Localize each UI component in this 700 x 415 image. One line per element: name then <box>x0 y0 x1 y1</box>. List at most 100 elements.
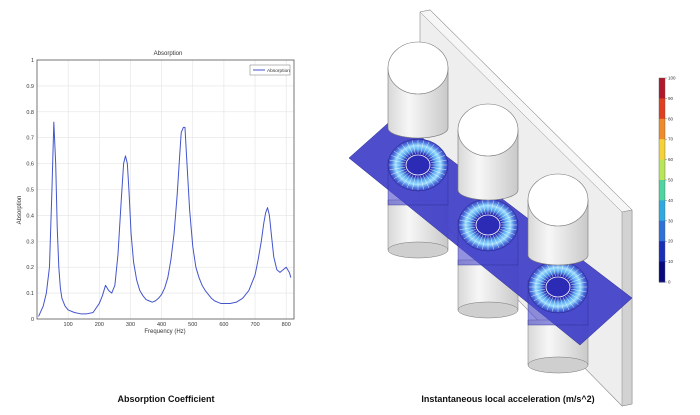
ring-spoke <box>541 295 551 308</box>
y-tick-label: 0.2 <box>26 265 34 271</box>
y-tick-label: 0.5 <box>26 188 34 194</box>
legend-box <box>249 64 291 76</box>
ring-spoke <box>565 295 575 308</box>
ring-spoke <box>420 175 424 190</box>
cylinder-2-upper <box>457 103 519 201</box>
x-axis-label: Frequency (Hz) <box>144 329 185 335</box>
colorbar-tick-label: 90 <box>668 96 674 101</box>
ring-spoke <box>391 155 407 162</box>
ring-spoke <box>476 235 484 249</box>
ring-spoke <box>546 297 554 311</box>
colorbar-segment <box>659 139 665 161</box>
ring-spoke <box>490 200 494 215</box>
colorbar-tick-label: 80 <box>668 116 674 121</box>
ring-spoke <box>463 230 478 240</box>
y-tick-label: 0.9 <box>26 84 34 90</box>
colorbar-segment <box>659 159 665 181</box>
colorbar-segment <box>659 98 665 120</box>
x-tick-label: 700 <box>250 322 259 328</box>
ring-spoke <box>391 168 407 175</box>
y-tick-label: 0.6 <box>26 162 34 168</box>
colorbar-tick-label: 70 <box>668 137 674 142</box>
legend: Absorption <box>249 64 291 76</box>
colorbar-segment <box>659 180 665 201</box>
x-tick-label: 800 <box>282 322 291 328</box>
x-tick-label: 500 <box>188 322 197 328</box>
ring-spoke <box>568 292 583 302</box>
x-tick-label: 100 <box>64 322 73 328</box>
ring-spoke <box>495 233 505 246</box>
ring-spoke <box>498 230 513 240</box>
ring-spoke <box>537 269 549 280</box>
plot-frame <box>36 59 295 320</box>
ring-spoke <box>429 168 445 175</box>
colorbar-tick-label: 0 <box>668 280 671 285</box>
ring-spoke <box>482 235 486 250</box>
colorbar-tick-label: 100 <box>668 76 676 81</box>
ring-spoke <box>422 141 430 155</box>
ring-spoke <box>412 140 416 155</box>
ring-spoke <box>531 277 547 284</box>
ring-spoke <box>393 170 408 180</box>
ring-spoke <box>490 235 494 250</box>
y-tick-label: 0.3 <box>26 239 34 245</box>
ring-spoke <box>565 266 575 279</box>
ring-spoke <box>533 272 548 282</box>
ring-spoke <box>500 219 517 224</box>
ring-spoke <box>461 215 477 222</box>
x-tick-label: 300 <box>126 322 135 328</box>
colorbar-tick-label: 30 <box>668 218 674 223</box>
colorbar-tick-label: 10 <box>668 259 674 264</box>
ring-spoke <box>389 159 406 164</box>
cylinder-3-upper <box>527 173 589 266</box>
y-tick-label: 0.8 <box>26 110 34 116</box>
ring-spoke <box>406 141 414 155</box>
colorbar-tick-label: 40 <box>668 198 674 203</box>
model-3d <box>348 9 633 407</box>
ring-spoke <box>430 159 447 164</box>
colorbar-tick-label: 60 <box>668 157 674 162</box>
caption-left: Absorption Coefficient <box>117 394 215 404</box>
ring-spoke <box>461 228 477 235</box>
ring-spoke <box>537 294 549 305</box>
y-tick-label: 0.7 <box>26 136 34 142</box>
y-tick-label: 0.4 <box>26 213 34 219</box>
series-layer <box>38 121 292 317</box>
ring-spoke <box>500 226 517 231</box>
ring-spoke <box>531 290 547 297</box>
ring-spoke <box>499 215 515 222</box>
ring-spoke <box>562 297 570 311</box>
ring-spoke <box>476 201 484 215</box>
ring-spoke <box>482 200 486 215</box>
ring-spoke <box>552 297 556 312</box>
ring-spoke <box>541 266 551 279</box>
ring-spoke <box>562 263 570 277</box>
ring-spoke <box>546 263 554 277</box>
grid-lines <box>37 59 294 320</box>
ring-spoke <box>463 210 478 220</box>
ring-spoke <box>498 210 513 220</box>
ring-spoke <box>459 226 476 231</box>
back-wall-edge <box>621 209 633 407</box>
ring-spoke <box>420 140 424 155</box>
cylinder-1-upper <box>387 41 449 139</box>
ring-spoke <box>497 232 509 243</box>
ring-spoke <box>560 297 564 312</box>
ring-spokes <box>389 140 587 312</box>
ring-spoke <box>471 233 481 246</box>
ring-spoke <box>428 150 443 160</box>
ring-spoke <box>495 204 505 217</box>
ring-spoke <box>459 219 476 224</box>
colorbar-segment <box>659 78 665 99</box>
ring-spoke <box>401 173 411 186</box>
ring-spoke <box>425 144 435 157</box>
ring-spoke <box>401 144 411 157</box>
ring-spoke <box>568 272 583 282</box>
ring-spoke <box>492 235 500 249</box>
x-tick-label: 400 <box>157 322 166 328</box>
ring-spoke <box>569 277 585 284</box>
ring-spoke <box>467 207 479 218</box>
tick-labels: 0 0.1 0.2 0.3 0.4 0.5 0.6 0.7 0.8 0.9 1 100 200 300 40… <box>26 58 290 328</box>
